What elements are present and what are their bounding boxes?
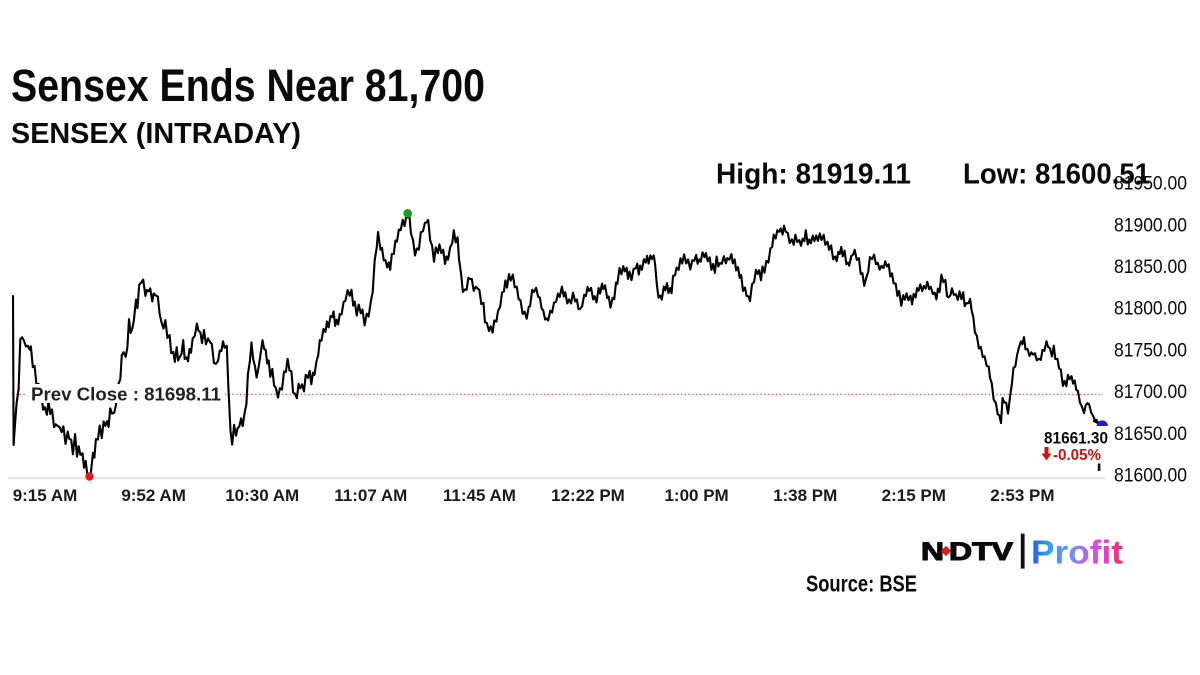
svg-text:Low: 81600.51: Low: 81600.51 [963,159,1150,191]
svg-text:9:15 AM: 9:15 AM [13,486,78,505]
svg-text:10:30 AM: 10:30 AM [225,486,299,505]
svg-text:81700.00: 81700.00 [1114,382,1187,403]
svg-text:N: N [921,538,944,566]
svg-text:81850.00: 81850.00 [1114,257,1187,278]
svg-text:81750.00: 81750.00 [1114,340,1187,361]
svg-text:81600.00: 81600.00 [1114,466,1187,487]
svg-text:81661.30: 81661.30 [1044,429,1108,447]
svg-text:12:22 PM: 12:22 PM [551,486,625,505]
svg-text:9:52 AM: 9:52 AM [121,486,186,505]
svg-text:High: 81919.11: High: 81919.11 [716,159,911,191]
svg-text:81800.00: 81800.00 [1114,299,1187,320]
svg-text:11:07 AM: 11:07 AM [334,486,407,505]
svg-text:1:38 PM: 1:38 PM [773,486,837,505]
svg-text:81650.00: 81650.00 [1114,424,1187,445]
svg-text:1:00 PM: 1:00 PM [664,486,728,505]
svg-text:81900.00: 81900.00 [1114,215,1187,236]
svg-text:-0.05%: -0.05% [1053,447,1101,464]
svg-text:Prev Close : 81698.11: Prev Close : 81698.11 [31,384,221,405]
svg-text:SENSEX (INTRADAY): SENSEX (INTRADAY) [11,118,301,150]
svg-text:2:53 PM: 2:53 PM [990,486,1054,505]
svg-text:DTV: DTV [949,538,1013,566]
svg-text:Sensex Ends Near 81,700: Sensex Ends Near 81,700 [11,60,485,111]
svg-text:Profit: Profit [1031,534,1123,571]
svg-text:Source: BSE: Source: BSE [806,571,917,597]
svg-text:2:15 PM: 2:15 PM [882,486,946,505]
svg-text:11:45 AM: 11:45 AM [443,486,516,505]
svg-text:81950.00: 81950.00 [1114,174,1187,195]
